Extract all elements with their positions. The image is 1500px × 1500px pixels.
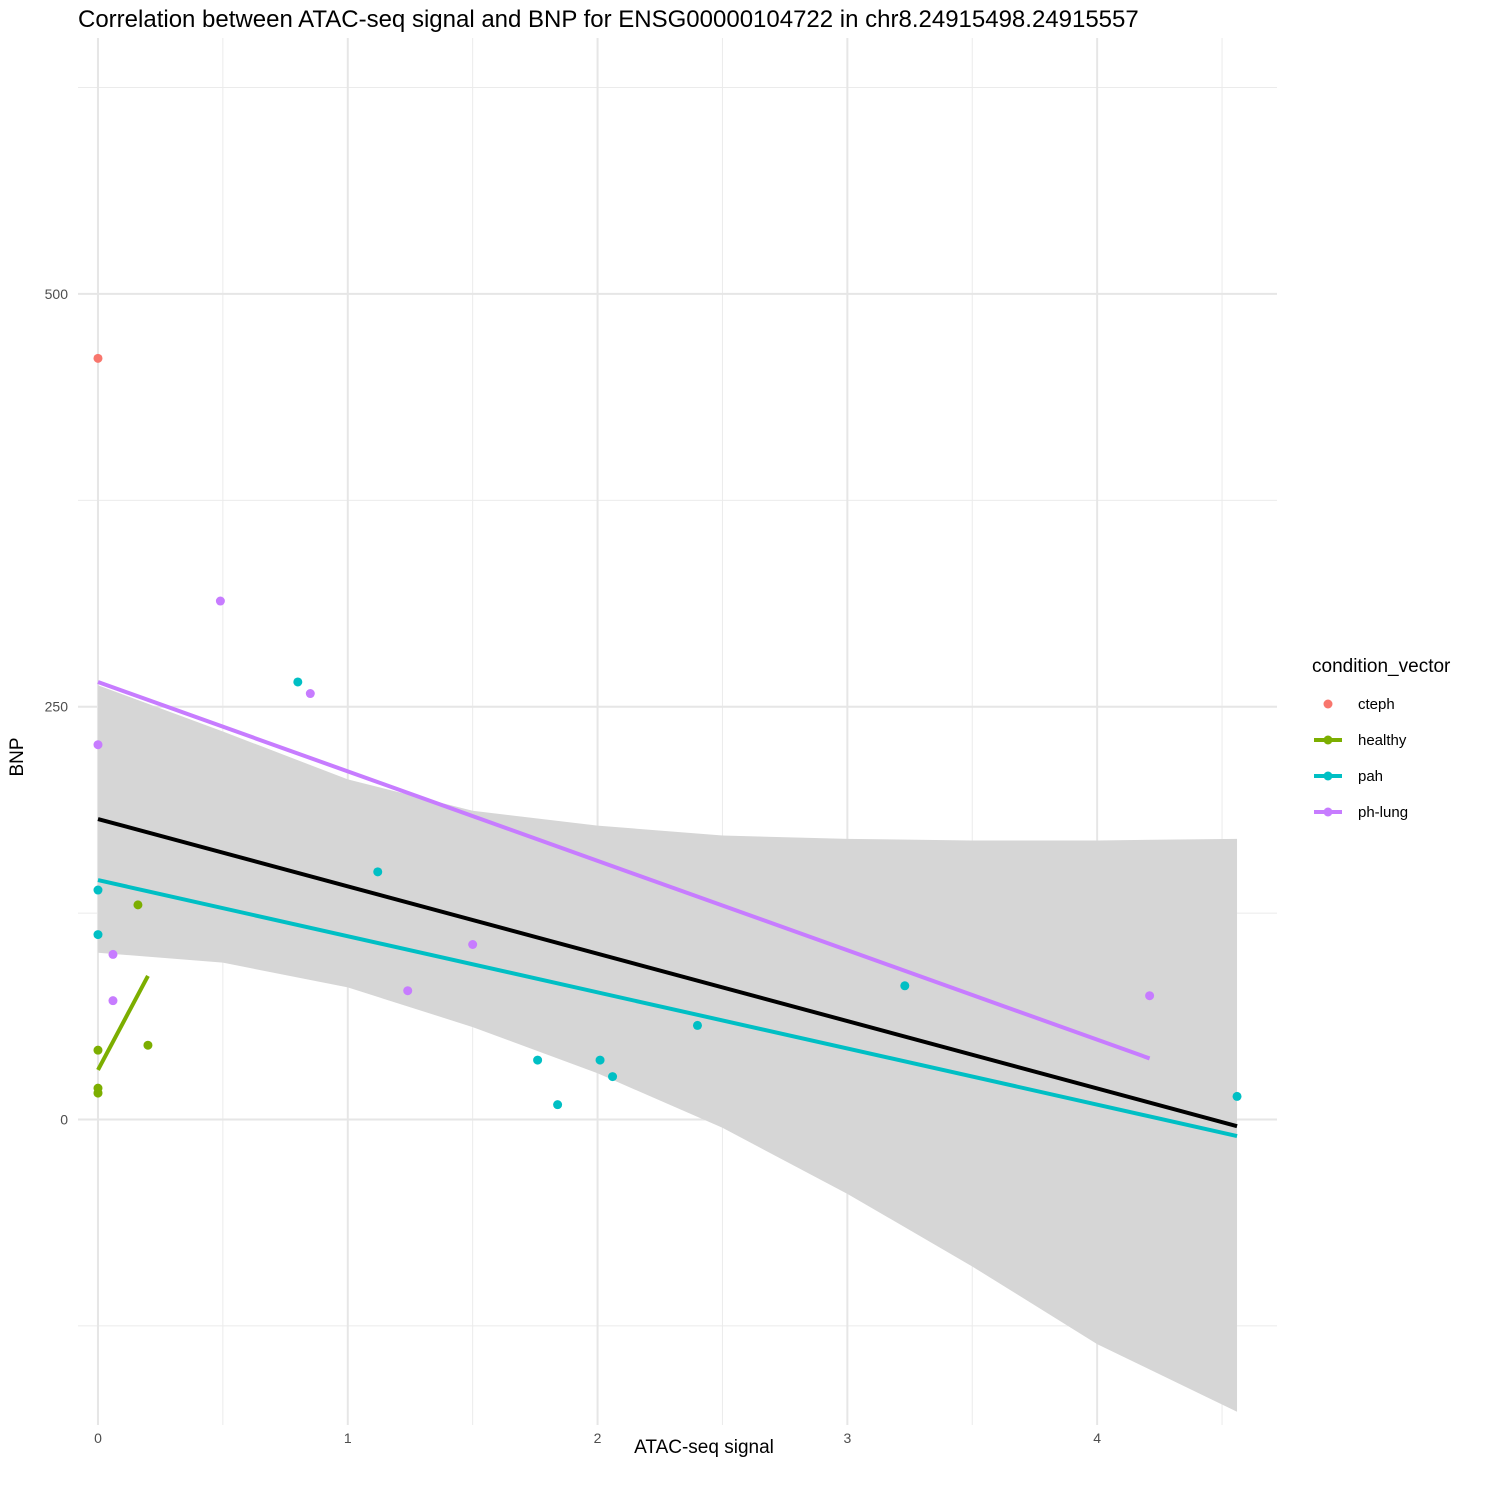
data-point-healthy <box>143 1040 153 1050</box>
x-axis-ticks: 0 1 2 3 4 <box>94 1430 1101 1446</box>
confidence-band-area <box>97 685 1238 1412</box>
fit-lines <box>96 680 1238 1138</box>
data-point-ph-lung <box>403 986 413 996</box>
data-point-ph-lung <box>468 940 478 950</box>
x-tick-label: 0 <box>94 1430 102 1446</box>
data-points <box>93 353 1242 1110</box>
legend-label-cteph: cteph <box>1358 696 1395 713</box>
data-point-healthy <box>93 1088 103 1098</box>
data-point-ph-lung <box>108 949 118 959</box>
data-point-healthy <box>133 900 143 910</box>
y-tick-label: 500 <box>45 286 69 302</box>
data-point-pah <box>533 1055 543 1065</box>
legend-key-point-ph-lung <box>1323 807 1333 817</box>
data-point-pah <box>93 930 103 940</box>
confidence-band <box>97 685 1238 1412</box>
legend-label-ph-lung: ph-lung <box>1358 804 1408 821</box>
data-point-pah <box>373 867 383 877</box>
data-point-pah <box>595 1055 605 1065</box>
x-tick-label: 2 <box>594 1430 602 1446</box>
data-point-healthy <box>93 1045 103 1055</box>
fit-line-healthy <box>96 974 150 1071</box>
x-tick-label: 4 <box>1093 1430 1101 1446</box>
data-point-ph-lung <box>215 596 225 606</box>
data-point-pah <box>900 981 910 991</box>
chart-title: Correlation between ATAC-seq signal and … <box>78 6 1139 33</box>
x-tick-label: 3 <box>843 1430 851 1446</box>
data-point-pah <box>608 1072 618 1082</box>
data-point-pah <box>692 1020 702 1030</box>
data-point-ph-lung <box>108 996 118 1006</box>
data-point-cteph <box>93 353 103 363</box>
legend-key-point-cteph <box>1323 699 1333 709</box>
data-point-pah <box>93 885 103 895</box>
data-point-ph-lung <box>1145 991 1155 1001</box>
y-tick-label: 250 <box>45 699 69 715</box>
legend-label-pah: pah <box>1358 768 1383 785</box>
legend-key-point-pah <box>1323 771 1333 781</box>
legend-title: condition_vector <box>1312 656 1451 677</box>
y-tick-label: 0 <box>60 1112 68 1128</box>
y-axis-label: BNP <box>7 737 28 777</box>
fit-line-pah <box>97 878 1238 1138</box>
y-axis-ticks: 0 250 500 <box>45 286 69 1128</box>
legend-key-point-healthy <box>1323 735 1333 745</box>
data-point-pah <box>293 677 303 687</box>
x-tick-label: 1 <box>344 1430 352 1446</box>
fit-line-ph-lung <box>97 680 1151 1061</box>
data-point-ph-lung <box>305 689 315 699</box>
data-point-pah <box>553 1100 563 1110</box>
data-point-ph-lung <box>93 740 103 750</box>
fit-line-overall <box>97 817 1238 1129</box>
x-axis-label: ATAC-seq signal <box>634 1437 774 1458</box>
data-point-pah <box>1232 1091 1242 1101</box>
legend-label-healthy: healthy <box>1358 732 1407 749</box>
